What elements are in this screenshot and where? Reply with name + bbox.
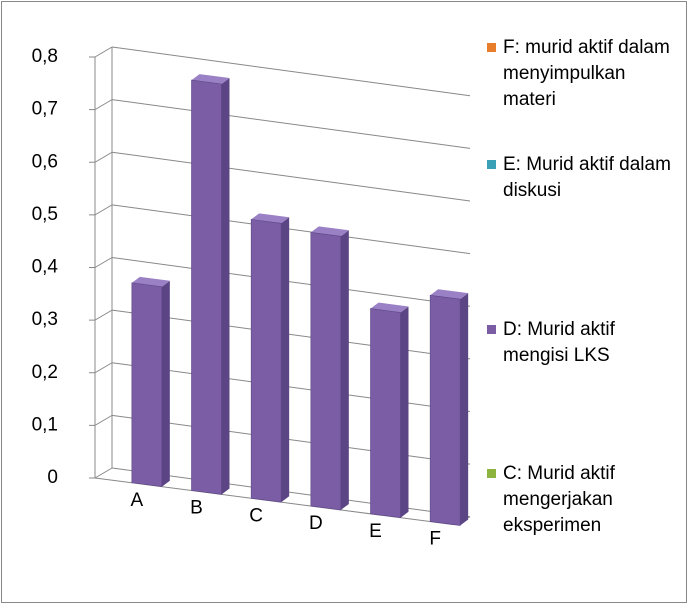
grid-line (111, 467, 471, 518)
bar-top (430, 289, 469, 300)
legend-label: F: murid aktif dalam menyimpulkan materi (503, 37, 670, 110)
bar-top (131, 276, 170, 287)
y-tick-label: 0,2 (32, 362, 58, 383)
legend-swatch (487, 469, 496, 478)
bar-side (221, 77, 230, 495)
x-tick-label: F (429, 529, 441, 550)
grid-side (94, 257, 113, 268)
y-tick-label: 0,6 (32, 151, 58, 172)
bar-side (161, 280, 170, 487)
legend-entry: C: Murid aktif mengerjakan eksperimen (487, 461, 677, 539)
grid-side (94, 309, 113, 321)
x-tick-label: A (130, 490, 143, 511)
bar (191, 79, 222, 495)
legend-entry: E: Murid aktif dalam diskusi (487, 152, 677, 204)
bar (131, 282, 163, 488)
x-tick-label: B (190, 498, 203, 519)
y-tick-label: 0,3 (32, 309, 58, 330)
legend-swatch (487, 160, 496, 169)
grid-side (94, 99, 113, 111)
grid-line (111, 414, 471, 465)
x-tick-label: E (369, 521, 382, 542)
bar-top (310, 226, 349, 237)
legend-swatch (487, 325, 496, 334)
bar (310, 232, 342, 511)
grid-side (94, 467, 113, 479)
legend-swatch (487, 43, 496, 52)
bar (370, 308, 401, 519)
grid-line (111, 204, 471, 255)
grid-line (111, 257, 471, 307)
y-tick-label: 0,7 (32, 99, 58, 120)
grid-line (111, 99, 471, 149)
y-tick-label: 0 (47, 467, 58, 488)
grid-side (94, 204, 113, 216)
grid-side (94, 46, 113, 58)
grid-line (111, 46, 471, 97)
grid-line (111, 309, 471, 360)
legend-label: D: Murid aktif mengisi LKS (503, 319, 615, 366)
bar-side (460, 293, 469, 526)
legend-entry: D: Murid aktif mengisi LKS (487, 317, 677, 369)
legend-entry: F: murid aktif dalam menyimpulkan materi (487, 35, 677, 113)
bar-side (400, 306, 409, 518)
grid-line (111, 362, 471, 412)
grid-side (94, 151, 113, 163)
legend-label: E: Murid aktif dalam diskusi (503, 154, 671, 201)
bar (429, 294, 461, 526)
y-tick-label: 0,4 (32, 257, 59, 278)
grid-side (94, 362, 113, 374)
y-tick-label: 0,1 (32, 414, 58, 435)
x-tick-label: D (309, 513, 323, 534)
legend-label: C: Murid aktif mengerjakan eksperimen (503, 463, 615, 536)
bar (250, 219, 282, 503)
bar-top (370, 302, 409, 313)
grid-side (94, 414, 113, 426)
bar-top (191, 74, 230, 84)
bar-side (340, 230, 349, 510)
y-tick-label: 0,8 (32, 46, 58, 67)
y-tick-label: 0,5 (32, 204, 58, 225)
bar-top (251, 213, 290, 224)
x-tick-label: C (249, 505, 263, 526)
grid-line (111, 151, 471, 202)
bar-side (281, 217, 290, 503)
